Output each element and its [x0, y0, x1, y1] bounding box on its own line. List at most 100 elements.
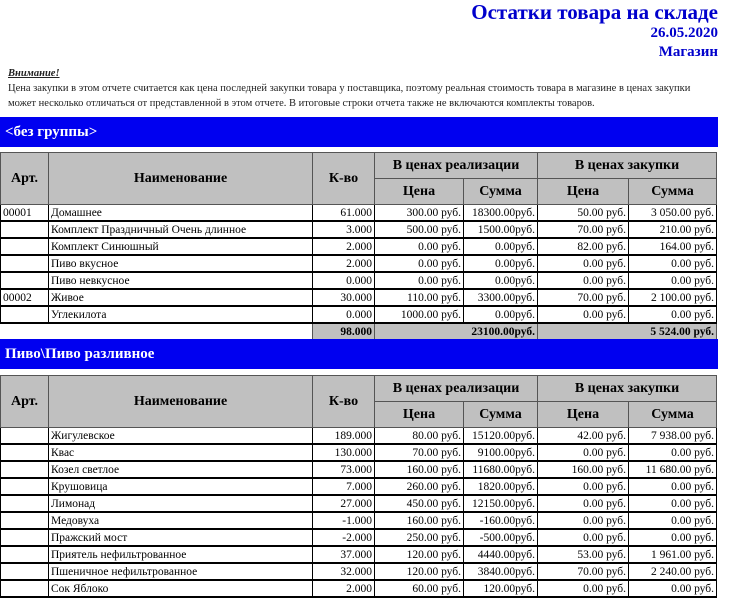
stock-table: Арт. Наименование К-во В ценах реализации В …	[0, 152, 718, 341]
cell-purchase-price: 70.00 руб.	[537, 220, 629, 239]
cell-qty: 7.000	[312, 477, 375, 496]
cell-qty: 3.000	[312, 220, 375, 239]
cell-sale-sum: 9100.00руб.	[463, 443, 538, 462]
cell-name: Приятель нефильтрованное	[48, 545, 313, 564]
cell-purchase-price: 82.00 руб.	[537, 237, 629, 256]
table-row: Пшеничное нефильтрованное 32.000 120.00 ру…	[0, 562, 718, 581]
cell-purchase-price: 70.00 руб.	[537, 288, 629, 307]
cell-sale-price: 160.00 руб.	[374, 460, 464, 479]
cell-sale-sum: 4440.00руб.	[463, 545, 538, 564]
total-qty: 98.000	[312, 322, 375, 341]
col-sale-sum: Сумма	[463, 401, 538, 428]
cell-purchase-sum: 164.00 руб.	[627, 237, 718, 256]
report-date: 26.05.2020	[650, 25, 719, 41]
col-purchase-price: Цена	[537, 178, 629, 205]
group-header: <без группы>	[0, 117, 718, 147]
col-art: Арт.	[0, 152, 49, 205]
cell-purchase-sum: 7 938.00 руб.	[627, 427, 718, 445]
cell-qty: 32.000	[312, 562, 375, 581]
cell-sale-sum: 0.00руб.	[463, 305, 538, 324]
table-row: Козел светлое 73.000 160.00 руб. 11680.00ру…	[0, 460, 718, 479]
table-row: Углекилота 0.000 1000.00 руб. 0.00руб. 0.00 …	[0, 305, 718, 324]
cell-purchase-price: 0.00 руб.	[537, 443, 629, 462]
store-name: Магазин	[658, 44, 718, 60]
col-purchase-sum: Сумма	[627, 401, 718, 428]
cell-sale-price: 70.00 руб.	[374, 443, 464, 462]
cell-purchase-price: 0.00 руб.	[537, 528, 629, 547]
cell-sale-sum: 1820.00руб.	[463, 477, 538, 496]
cell-sale-price: 1000.00 руб.	[374, 305, 464, 324]
cell-purchase-price: 0.00 руб.	[537, 305, 629, 324]
total-spacer	[0, 323, 313, 341]
cell-purchase-sum: 0.00 руб.	[627, 494, 718, 513]
group-header: Пиво\Пиво разливное	[0, 339, 718, 369]
cell-name: Пиво невкусное	[48, 271, 313, 290]
cell-art	[0, 220, 49, 239]
cell-purchase-sum: 0.00 руб.	[627, 528, 718, 547]
cell-purchase-sum: 210.00 руб.	[627, 220, 718, 239]
cell-purchase-price: 70.00 руб.	[537, 562, 629, 581]
cell-sale-sum: 0.00руб.	[463, 271, 538, 290]
table-row: Крушовица 7.000 260.00 руб. 1820.00руб. 0.00…	[0, 477, 718, 496]
cell-art	[0, 545, 49, 564]
cell-sale-sum: -160.00руб.	[463, 511, 538, 530]
cell-sale-price: 60.00 руб.	[374, 579, 464, 598]
cell-sale-sum: -500.00руб.	[463, 528, 538, 547]
cell-art: 00001	[0, 204, 49, 222]
col-sale-price: Цена	[374, 178, 464, 205]
cell-art	[0, 494, 49, 513]
cell-sale-sum: 0.00руб.	[463, 254, 538, 273]
table-row: Пиво невкусное 0.000 0.00 руб. 0.00руб. 0.00…	[0, 271, 718, 290]
cell-qty: 37.000	[312, 545, 375, 564]
table-row: Квас 130.000 70.00 руб. 9100.00руб. 0.00 руб…	[0, 443, 718, 462]
table-row: Пиво вкусное 2.000 0.00 руб. 0.00руб. 0.00 р…	[0, 254, 718, 273]
table-row: Комплект Синюшный 2.000 0.00 руб. 0.00руб. 8…	[0, 237, 718, 256]
cell-art	[0, 562, 49, 581]
notice-text: Цена закупки в этом отчете считается как…	[8, 83, 691, 109]
cell-purchase-sum: 0.00 руб.	[627, 511, 718, 530]
table-row: 00002 Живое 30.000 110.00 руб. 3300.00руб. 70…	[0, 288, 718, 307]
cell-sale-price: 300.00 руб.	[374, 204, 464, 222]
cell-name: Углекилота	[48, 305, 313, 324]
cell-purchase-sum: 0.00 руб.	[627, 254, 718, 273]
stock-table: Арт. Наименование К-во В ценах реализации В …	[0, 375, 718, 598]
cell-sale-price: 0.00 руб.	[374, 271, 464, 290]
cell-purchase-sum: 0.00 руб.	[627, 271, 718, 290]
cell-purchase-price: 50.00 руб.	[537, 204, 629, 222]
cell-sale-sum: 0.00руб.	[463, 237, 538, 256]
cell-name: Сок Яблоко	[48, 579, 313, 598]
cell-qty: 61.000	[312, 204, 375, 222]
cell-qty: 27.000	[312, 494, 375, 513]
table-row: Сок Яблоко 2.000 60.00 руб. 120.00руб. 0.00 …	[0, 579, 718, 598]
cell-qty: 130.000	[312, 443, 375, 462]
cell-name: Пиво вкусное	[48, 254, 313, 273]
cell-art	[0, 477, 49, 496]
col-sale: В ценах реализации	[374, 375, 538, 402]
cell-art	[0, 305, 49, 324]
cell-sale-sum: 11680.00руб.	[463, 460, 538, 479]
cell-art	[0, 443, 49, 462]
col-name: Наименование	[48, 375, 313, 428]
cell-purchase-sum: 1 961.00 руб.	[627, 545, 718, 564]
cell-sale-price: 110.00 руб.	[374, 288, 464, 307]
cell-art	[0, 271, 49, 290]
cell-sale-sum: 12150.00руб.	[463, 494, 538, 513]
cell-art	[0, 579, 49, 598]
cell-sale-price: 260.00 руб.	[374, 477, 464, 496]
cell-qty: 189.000	[312, 427, 375, 445]
cell-name: Крушовица	[48, 477, 313, 496]
cell-name: Козел светлое	[48, 460, 313, 479]
cell-qty: 2.000	[312, 254, 375, 273]
total-row: 98.000 23100.00руб. 5 524.00 руб.	[0, 322, 718, 341]
cell-name: Медовуха	[48, 511, 313, 530]
cell-qty: 2.000	[312, 237, 375, 256]
cell-name: Комплект Праздничный Очень длинное	[48, 220, 313, 239]
col-name: Наименование	[48, 152, 313, 205]
cell-name: Жигулевское	[48, 427, 313, 445]
cell-name: Домашнее	[48, 204, 313, 222]
col-qty: К-во	[312, 152, 375, 205]
cell-sale-sum: 1500.00руб.	[463, 220, 538, 239]
cell-name: Живое	[48, 288, 313, 307]
table-row: 00001 Домашнее 61.000 300.00 руб. 18300.00ру…	[0, 204, 718, 222]
cell-sale-price: 450.00 руб.	[374, 494, 464, 513]
